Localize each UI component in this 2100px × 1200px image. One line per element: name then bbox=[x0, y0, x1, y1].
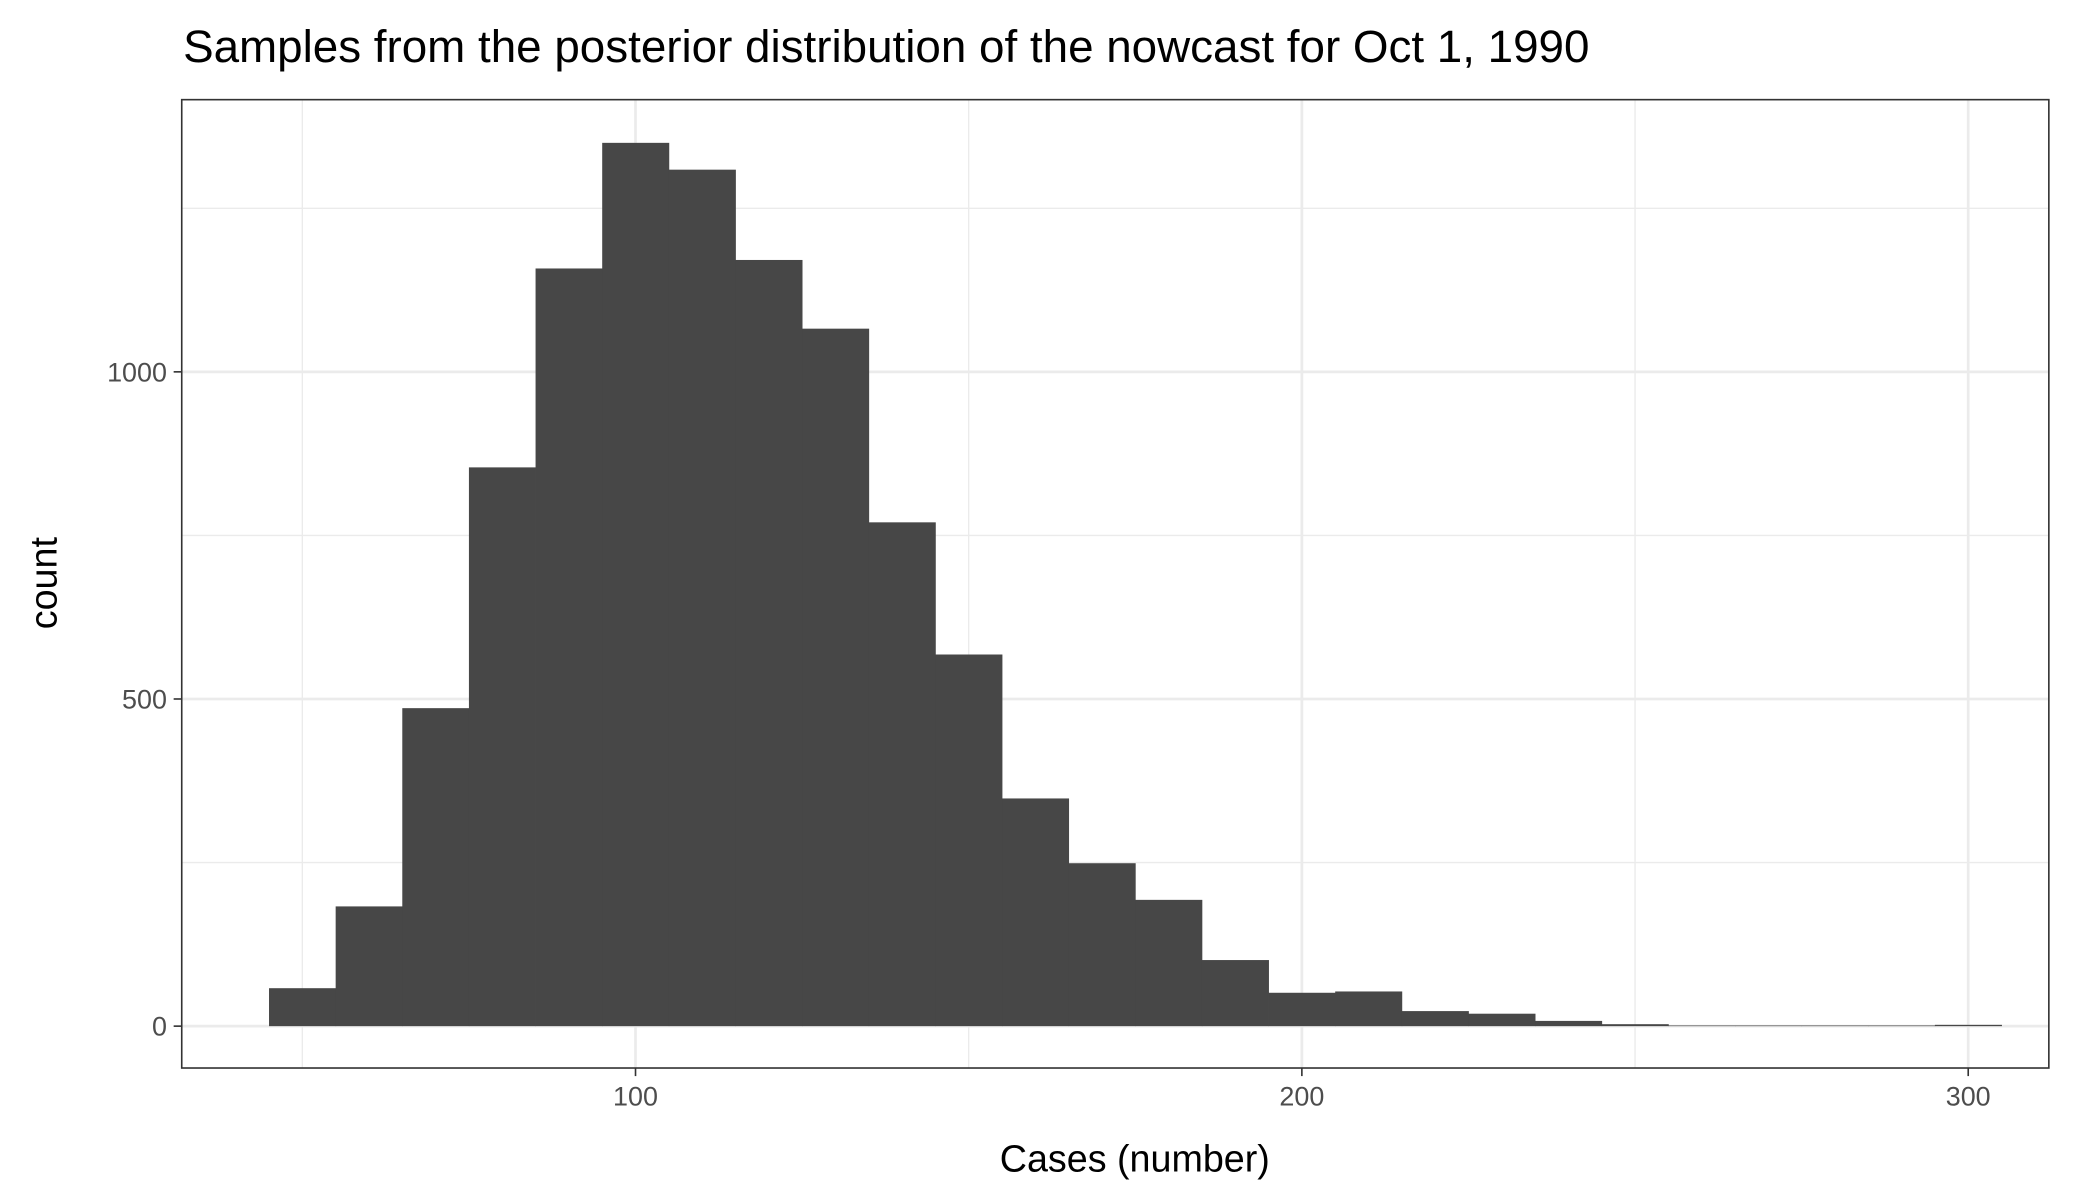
histogram-bar bbox=[1934, 1024, 2002, 1027]
histogram-bar bbox=[802, 328, 870, 1027]
histogram-bar bbox=[1601, 1024, 1669, 1027]
histogram-bar bbox=[335, 906, 403, 1027]
histogram-bar bbox=[468, 467, 536, 1027]
histogram-bar bbox=[535, 268, 603, 1027]
histogram-bar bbox=[935, 654, 1003, 1027]
chart-title: Samples from the posterior distribution … bbox=[183, 21, 1589, 72]
histogram-bar bbox=[602, 142, 670, 1027]
histogram-bar bbox=[1535, 1020, 1603, 1027]
histogram-bar bbox=[1401, 1011, 1469, 1027]
bars bbox=[269, 142, 2002, 1027]
y-tick-label: 0 bbox=[152, 1012, 167, 1042]
axes: 0 500 1000 100 200 300 bbox=[107, 357, 1991, 1111]
histogram-bar bbox=[402, 708, 470, 1027]
y-axis-label: count bbox=[23, 537, 65, 630]
histogram-bar bbox=[1734, 1025, 1803, 1027]
y-tick-label: 500 bbox=[122, 684, 167, 714]
panel-border bbox=[180, 98, 2050, 1069]
x-axis-label: Cases (number) bbox=[1000, 1138, 1270, 1180]
histogram-bar bbox=[1135, 899, 1203, 1027]
histogram-bar bbox=[1068, 863, 1136, 1027]
histogram-bar bbox=[1201, 960, 1269, 1027]
histogram-bar bbox=[668, 169, 736, 1027]
histogram-bar bbox=[1668, 1025, 1736, 1027]
x-tick-label: 200 bbox=[1279, 1082, 1324, 1112]
histogram-bar bbox=[1268, 992, 1336, 1027]
histogram-bar bbox=[1868, 1025, 1936, 1027]
histogram-bar bbox=[1002, 798, 1070, 1027]
histogram-bar bbox=[1335, 991, 1403, 1027]
histogram-bar bbox=[1468, 1013, 1536, 1027]
x-tick-label: 100 bbox=[613, 1082, 658, 1112]
x-tick-label: 300 bbox=[1946, 1082, 1991, 1112]
histogram-bar bbox=[868, 522, 936, 1027]
y-tick-label: 1000 bbox=[107, 357, 167, 387]
histogram-bar bbox=[269, 988, 337, 1027]
histogram-bar bbox=[735, 259, 803, 1027]
histogram-bar bbox=[1801, 1025, 1869, 1027]
